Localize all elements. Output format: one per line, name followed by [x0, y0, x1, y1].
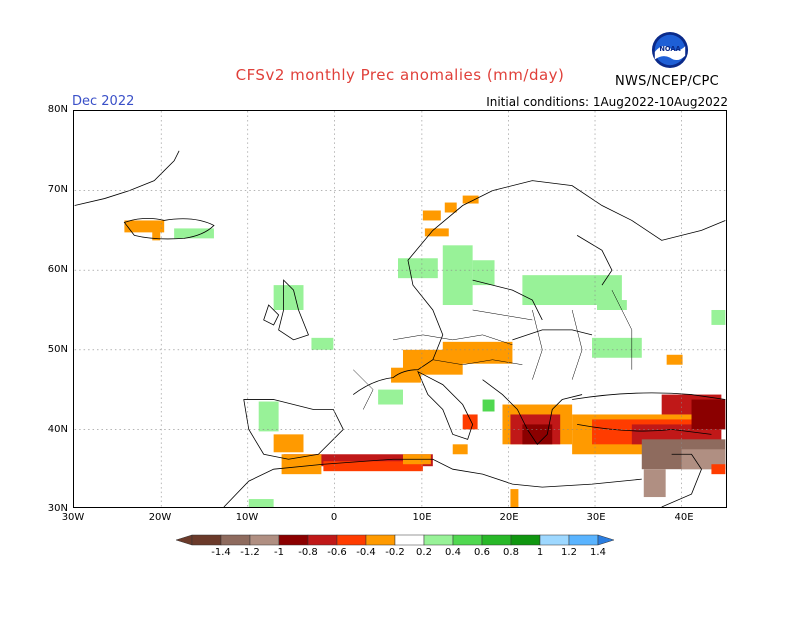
coastlines — [74, 150, 726, 507]
colorbar-tick-label: 0.4 — [445, 547, 461, 558]
agency-label: NWS/NCEP/CPC — [615, 74, 720, 89]
graticule — [74, 111, 726, 507]
lon-label: 30W — [61, 512, 85, 523]
colorbar-segment — [481, 534, 512, 546]
lat-label: 30N — [47, 503, 68, 514]
colorbar-tick-label: -1.2 — [240, 547, 260, 558]
colorbar-segment — [307, 534, 338, 546]
colorbar-tick-label: -0.2 — [385, 547, 405, 558]
colorbar-segment — [220, 534, 251, 546]
colorbar-segment — [336, 534, 367, 546]
colorbar-segment — [568, 534, 599, 546]
colorbar-segments — [175, 534, 615, 546]
colorbar-segment — [249, 534, 280, 546]
colorbar-tick-label: 0.8 — [503, 547, 519, 558]
colorbar-segment — [394, 534, 425, 546]
colorbar-right-arrow — [597, 534, 615, 546]
lat-label: 70N — [47, 184, 68, 195]
colorbar-left-arrow — [175, 534, 193, 546]
colorbar-tick-label: -1 — [274, 547, 284, 558]
lon-label: 10E — [412, 512, 432, 523]
colorbar-segment — [539, 534, 570, 546]
colorbar-segment — [191, 534, 222, 546]
lon-label: 30E — [586, 512, 606, 523]
colorbar-segment — [365, 534, 396, 546]
colorbar-tick-label: -0.8 — [298, 547, 318, 558]
colorbar-segment — [278, 534, 309, 546]
lon-label: 20E — [499, 512, 519, 523]
logo-text: NOAA — [659, 45, 681, 53]
map-panel — [73, 110, 727, 508]
lon-label: 10W — [235, 512, 259, 523]
lat-label: 40N — [47, 424, 68, 435]
lat-label: 50N — [47, 344, 68, 355]
colorbar-tick-label: -1.4 — [211, 547, 231, 558]
lat-label: 60N — [47, 264, 68, 275]
initial-conditions: Initial conditions: 1Aug2022-10Aug2022 — [486, 95, 728, 109]
colorbar-tick-label: -0.4 — [356, 547, 376, 558]
colorbar-tick-label: -0.6 — [327, 547, 347, 558]
colorbar-tick-label: 0.2 — [416, 547, 432, 558]
colorbar-tick-label: 0.6 — [474, 547, 490, 558]
anomaly-patches — [124, 195, 726, 507]
forecast-month: Dec 2022 — [72, 94, 135, 109]
colorbar-segment — [423, 534, 454, 546]
lon-label: 20W — [148, 512, 172, 523]
noaa-logo-icon: NOAA — [651, 31, 689, 69]
colorbar-segment — [510, 534, 541, 546]
colorbar-tick-label: 1.2 — [561, 547, 577, 558]
colorbar-tick-label: 1 — [536, 547, 544, 558]
colorbar-tick-label: 1.4 — [590, 547, 606, 558]
colorbar-segment — [452, 534, 483, 546]
lat-label: 80N — [47, 104, 68, 115]
lon-label: 40E — [674, 512, 694, 523]
lon-label: 0 — [330, 512, 338, 523]
map-title: CFSv2 monthly Prec anomalies (mm/day) — [235, 66, 565, 84]
